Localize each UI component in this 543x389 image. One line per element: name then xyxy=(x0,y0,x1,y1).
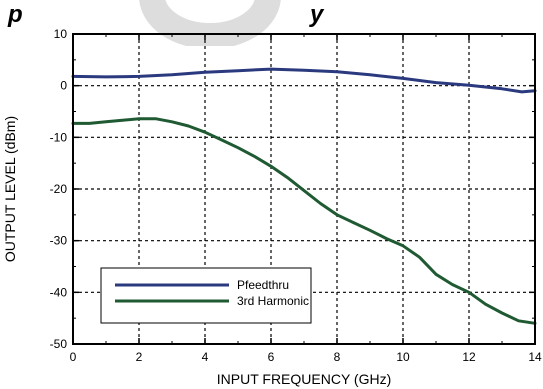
header-fragment-end: y xyxy=(309,1,325,28)
y-tick-label: -20 xyxy=(50,182,68,196)
y-tick-label: -30 xyxy=(50,234,68,248)
x-tick-label: 6 xyxy=(268,350,275,364)
series-layer xyxy=(71,67,537,325)
header-logo-arc xyxy=(139,0,281,46)
x-tick-label: 12 xyxy=(462,350,476,364)
y-tick-label: -50 xyxy=(50,337,68,351)
header-fragment-start: p xyxy=(7,1,23,28)
y-tick-label: 10 xyxy=(54,27,68,41)
x-tick-label: 0 xyxy=(70,350,77,364)
y-tick-label: 0 xyxy=(60,79,67,93)
x-tick-label: 4 xyxy=(202,350,209,364)
series-line-pfeedthru xyxy=(71,67,537,94)
legend: Pfeedthru 3rd Harmonic xyxy=(100,267,312,324)
legend-label-pfeedthru: Pfeedthru xyxy=(237,278,289,292)
header-fragment: p y xyxy=(7,0,325,46)
tick-layer xyxy=(72,33,536,345)
legend-box xyxy=(100,267,312,324)
series-line-3rd-harmonic xyxy=(71,117,537,325)
legend-label-3rd-harmonic: 3rd Harmonic xyxy=(237,294,309,308)
x-axis-label: INPUT FREQUENCY (GHz) xyxy=(217,371,392,387)
y-axis-label: OUTPUT LEVEL (dBm) xyxy=(2,116,18,262)
y-tick-label: -10 xyxy=(50,130,68,144)
x-tick-label: 2 xyxy=(136,350,143,364)
tick-label-layer: 0 2 4 6 8 10 12 14 10 0 -10 -20 -30 -40 -50 xyxy=(50,27,542,364)
x-tick-label: 14 xyxy=(528,350,542,364)
x-tick-label: 8 xyxy=(334,350,341,364)
y-tick-label: -40 xyxy=(50,285,68,299)
x-tick-label: 10 xyxy=(396,350,410,364)
